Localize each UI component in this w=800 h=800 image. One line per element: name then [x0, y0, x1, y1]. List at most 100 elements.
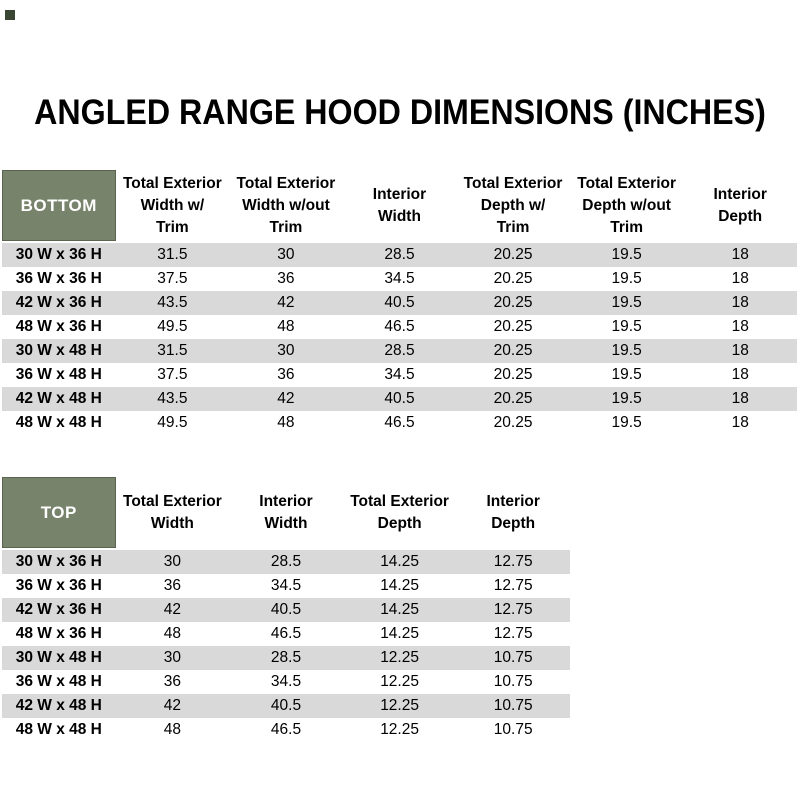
dimension-value-cell: 37.5: [157, 270, 188, 287]
dimension-value-cell: 19.5: [611, 246, 642, 263]
dimension-value-cell: 10.75: [493, 649, 533, 666]
bottom-table-header-row: BOTTOM Total Exterior Width w/Trim Total E…: [2, 170, 797, 241]
dimension-value-cell: 14.25: [380, 601, 419, 618]
row-size-label: 36 W x 48 H: [15, 366, 102, 383]
row-size-label: 36 W x 36 H: [15, 270, 102, 287]
dimension-value-cell: 14.25: [380, 553, 419, 570]
table-row: 42 W x 48 H 42 40.5 12.25 10.75: [2, 694, 570, 718]
column-header: Total Exterior Depth w/out Trim: [577, 174, 677, 236]
dimension-value-cell: 42: [277, 390, 295, 407]
table-row: 36 W x 48 H 36 34.5 12.25 10.75: [2, 670, 570, 694]
table-row: 30 W x 36 H 31.5 30 28.5 20.25 19.5 18: [2, 243, 797, 267]
dimension-value-cell: 36: [163, 577, 182, 594]
column-header: Total Exterior Depth w/Trim: [463, 174, 563, 236]
dimension-value-cell: 20.25: [493, 390, 533, 407]
bottom-dimensions-table: BOTTOM Total Exterior Width w/Trim Total E…: [2, 170, 797, 435]
dimension-value-cell: 19.5: [611, 270, 642, 287]
row-size-label: 30 W x 36 H: [15, 553, 102, 570]
row-size-label: 36 W x 48 H: [15, 673, 102, 690]
dimension-value-cell: 28.5: [384, 342, 415, 359]
dimension-value-cell: 34.5: [384, 270, 415, 287]
dimension-value-cell: 48: [277, 318, 295, 335]
dimension-value-cell: 40.5: [270, 697, 302, 714]
dimension-value-cell: 30: [163, 553, 182, 570]
dimension-value-cell: 10.75: [493, 697, 533, 714]
dimension-value-cell: 18: [731, 414, 749, 431]
column-header: Total Exterior Depth: [350, 492, 449, 532]
column-header: Interior Width: [372, 185, 427, 225]
dimension-value-cell: 19.5: [611, 294, 642, 311]
row-size-label: 48 W x 36 H: [15, 318, 102, 335]
dimension-value-cell: 30: [163, 649, 182, 666]
dimension-value-cell: 12.25: [380, 721, 419, 738]
dimension-value-cell: 31.5: [157, 246, 188, 263]
row-size-label: 42 W x 36 H: [15, 294, 102, 311]
dimension-value-cell: 12.75: [493, 553, 533, 570]
dimension-value-cell: 20.25: [493, 294, 533, 311]
row-size-label: 48 W x 48 H: [15, 721, 102, 738]
top-table-header-row: TOP Total Exterior Width Interior Width Tota…: [2, 477, 570, 548]
dimension-value-cell: 40.5: [384, 294, 415, 311]
row-size-label: 48 W x 36 H: [15, 625, 102, 642]
dimension-value-cell: 18: [731, 270, 749, 287]
dimension-value-cell: 12.75: [493, 577, 533, 594]
dimension-value-cell: 42: [163, 601, 182, 618]
dimension-value-cell: 48: [277, 414, 295, 431]
dimension-value-cell: 49.5: [157, 318, 188, 335]
dimension-value-cell: 20.25: [493, 270, 533, 287]
table-row: 48 W x 36 H 49.5 48 46.5 20.25 19.5 18: [2, 315, 797, 339]
dimension-value-cell: 28.5: [384, 246, 415, 263]
dimension-value-cell: 36: [163, 673, 182, 690]
dimension-value-cell: 20.25: [493, 414, 533, 431]
dimension-value-cell: 46.5: [384, 414, 415, 431]
dimension-value-cell: 18: [731, 390, 749, 407]
dimension-value-cell: 12.25: [380, 673, 419, 690]
dimension-value-cell: 12.75: [493, 601, 533, 618]
table-row: 48 W x 36 H 48 46.5 14.25 12.75: [2, 622, 570, 646]
dimension-value-cell: 14.25: [380, 625, 419, 642]
table-row: 30 W x 36 H 30 28.5 14.25 12.75: [2, 550, 570, 574]
dimension-value-cell: 30: [277, 246, 295, 263]
dimension-value-cell: 18: [731, 246, 749, 263]
table-row: 42 W x 36 H 43.5 42 40.5 20.25 19.5 18: [2, 291, 797, 315]
table-row: 48 W x 48 H 49.5 48 46.5 20.25 19.5 18: [2, 411, 797, 435]
dimension-value-cell: 19.5: [611, 342, 642, 359]
dimension-value-cell: 28.5: [270, 649, 302, 666]
table-row: 42 W x 36 H 42 40.5 14.25 12.75: [2, 598, 570, 622]
dimension-value-cell: 18: [731, 342, 749, 359]
dimension-value-cell: 34.5: [270, 577, 302, 594]
dimension-value-cell: 18: [731, 294, 749, 311]
dimension-value-cell: 48: [163, 625, 182, 642]
column-header: Interior Depth: [713, 185, 767, 225]
dimension-value-cell: 19.5: [611, 366, 642, 383]
dimension-value-cell: 49.5: [157, 414, 188, 431]
dimension-value-cell: 42: [277, 294, 295, 311]
dimension-value-cell: 19.5: [611, 414, 642, 431]
dimension-value-cell: 18: [731, 318, 749, 335]
column-header: Total Exterior Width: [123, 492, 222, 532]
table-row: 36 W x 48 H 37.5 36 34.5 20.25 19.5 18: [2, 363, 797, 387]
row-size-label: 36 W x 36 H: [15, 577, 102, 594]
dimension-value-cell: 20.25: [493, 342, 533, 359]
dimension-value-cell: 46.5: [270, 721, 302, 738]
top-dimensions-table: TOP Total Exterior Width Interior Width Tota…: [2, 477, 570, 742]
row-size-label: 48 W x 48 H: [15, 414, 102, 431]
row-size-label: 42 W x 48 H: [15, 697, 102, 714]
dimension-value-cell: 20.25: [493, 246, 533, 263]
dimension-value-cell: 40.5: [270, 601, 302, 618]
dimension-value-cell: 36: [277, 366, 295, 383]
dimension-value-cell: 19.5: [611, 318, 642, 335]
column-header: Interior Depth: [486, 492, 540, 532]
dimension-value-cell: 20.25: [493, 366, 533, 383]
dimension-value-cell: 42: [163, 697, 182, 714]
dimension-value-cell: 40.5: [384, 390, 415, 407]
dimension-value-cell: 31.5: [157, 342, 188, 359]
table-row: 30 W x 48 H 30 28.5 12.25 10.75: [2, 646, 570, 670]
dimension-value-cell: 14.25: [380, 577, 419, 594]
table-row: 42 W x 48 H 43.5 42 40.5 20.25 19.5 18: [2, 387, 797, 411]
dimension-value-cell: 28.5: [270, 553, 302, 570]
dimension-value-cell: 12.75: [493, 625, 533, 642]
table-row: 48 W x 48 H 48 46.5 12.25 10.75: [2, 718, 570, 742]
dimension-value-cell: 12.25: [380, 697, 419, 714]
row-size-label: 30 W x 48 H: [15, 649, 102, 666]
